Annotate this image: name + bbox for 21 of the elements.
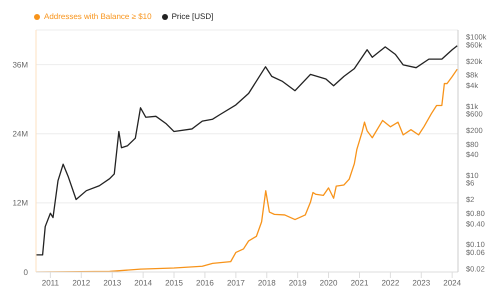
legend-label: Addresses with Balance ≥ $10 (44, 12, 152, 21)
legend-label: Price [USD] (172, 12, 214, 21)
x-tick-label: 2012 (72, 278, 91, 288)
line-series (36, 45, 458, 256)
x-tick-label: 2015 (165, 278, 184, 288)
x-tick-label: 2011 (42, 278, 60, 288)
x-tick-label: 2020 (320, 278, 338, 288)
x-tick-label: 2017 (226, 278, 246, 288)
x-tick-label: 2019 (288, 278, 308, 288)
x-tick-label: 2016 (196, 278, 214, 288)
y-tick-label: 24M (12, 130, 28, 139)
x-tick-label: 2023 (412, 278, 431, 288)
x-tick-label: 2024 (443, 278, 462, 288)
y-tick-label: 12M (12, 198, 28, 208)
x-tick-label: 2018 (258, 278, 276, 288)
y-tick-label: 0 (24, 268, 29, 277)
x-tick-label: 2021 (350, 278, 369, 288)
y-tick-label: 36M (12, 60, 28, 70)
x-tick-label: 2013 (103, 278, 122, 288)
x-tick-label: 2022 (381, 278, 400, 288)
x-tick-label: 2014 (134, 278, 153, 288)
